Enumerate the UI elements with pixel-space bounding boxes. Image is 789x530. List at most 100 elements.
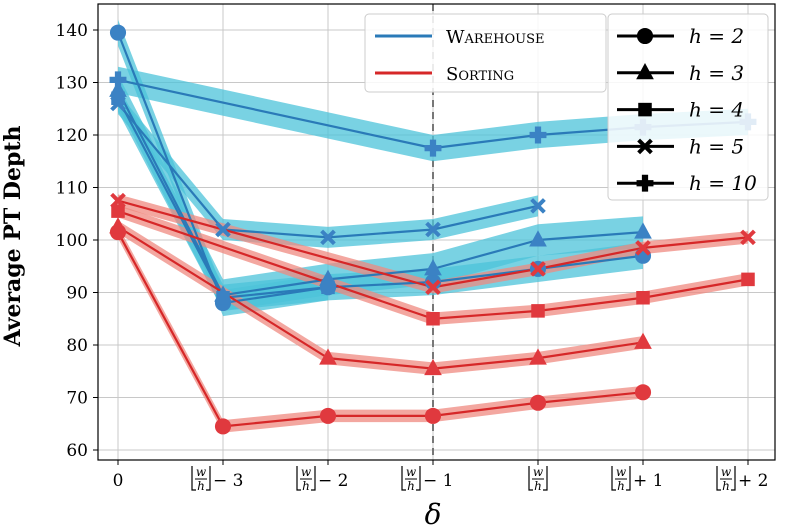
warehouse-h5-point-0: [110, 95, 126, 112]
y-tick-label: 90: [66, 284, 88, 304]
legend-h-marker-2: [638, 102, 652, 117]
sorting-h4-point-3: [636, 290, 650, 305]
x-tick-frac-den: h: [407, 479, 415, 493]
floor-bracket-right: [206, 466, 211, 491]
x-tick-label: wh + 2: [716, 465, 768, 493]
warehouse-h4-point-2: [321, 280, 335, 295]
floor-bracket-right: [416, 466, 421, 491]
sorting-h4-point-0: [111, 204, 125, 218]
sorting-h3-point-1: [319, 348, 337, 365]
x-tick-frac-num: w: [721, 465, 732, 479]
legend-h-marker-3: [637, 138, 653, 155]
x-tick-frac-num: w: [406, 465, 417, 479]
sorting-h2-point-4: [529, 394, 547, 411]
sorting-h3-point-3: [529, 348, 547, 365]
x-tick-label: wh: [528, 465, 548, 493]
sorting-h5-point-4: [740, 229, 756, 246]
warehouse-h5-point-2: [320, 229, 336, 246]
legend-h-label-1: h = 3: [689, 61, 744, 85]
sorting-h5-point-0: [110, 192, 126, 209]
sorting-h5-point-1: [425, 279, 441, 296]
sorting-h2-line: [117, 231, 644, 428]
warehouse-h4-point-1: [216, 290, 230, 305]
x-tick-suffix: − 2: [318, 471, 348, 491]
warehouse-h10-band: [118, 66, 748, 162]
plot-frame: [97, 3, 776, 461]
sorting-h2-point-5: [634, 384, 652, 401]
sorting-h2-point-3: [424, 407, 442, 424]
y-tick-label: 140: [56, 21, 88, 41]
x-tick-frac-den: h: [722, 479, 730, 493]
warehouse-h10-point-0: [109, 71, 127, 89]
sorting-h2-point-2: [319, 407, 337, 424]
warehouse-h5-point-3: [425, 221, 441, 238]
x-tick-suffix: + 2: [738, 471, 768, 491]
sorting-h3-point-4: [634, 332, 652, 349]
y-tick-label: 120: [56, 126, 88, 146]
y-tick-label: 130: [56, 74, 88, 94]
sorting-h5-point-2: [530, 261, 546, 277]
legend-horizon: h = 2 h = 3 h = 4 h = 5 h = 10: [607, 13, 769, 201]
sorting-h4-point-1: [426, 311, 440, 326]
warehouse-h10-point-1: [424, 139, 442, 157]
floor-bracket-right: [311, 466, 316, 491]
y-tick-label: 70: [66, 389, 88, 409]
legend-h-label-0: h = 2: [689, 24, 744, 48]
x-tick-frac-den: h: [534, 479, 542, 493]
floor-bracket-right: [731, 466, 736, 491]
warehouse-h3-line: [117, 89, 644, 297]
x-tick-frac-num: w: [301, 465, 312, 479]
x-tick-suffix: − 1: [423, 471, 453, 491]
x-tick-suffix: − 3: [213, 471, 243, 491]
sorting-h3-point-2: [424, 358, 442, 376]
legend-h-marker-4: [636, 174, 654, 192]
legend-environment: Warehouse Sorting: [364, 13, 607, 93]
legend-h-marker-0: [636, 27, 654, 45]
x-axis-label: δ: [425, 498, 442, 530]
y-axis-label: Average PT Depth: [0, 125, 26, 347]
sorting-h2-point-1: [214, 418, 232, 435]
sorting-h4-point-2: [531, 304, 545, 318]
legend-label-sorting: Sorting: [446, 64, 514, 85]
legend-h-label-3: h = 5: [689, 134, 744, 158]
floor-bracket-right: [543, 466, 548, 491]
warehouse-h2-line: [116, 32, 644, 305]
x-tick-label: wh − 3: [191, 465, 243, 493]
floor-bracket-left: [401, 466, 406, 491]
x-tick-label: wh − 2: [296, 465, 348, 493]
floor-bracket-left: [191, 466, 196, 491]
y-tick-label: 110: [56, 179, 88, 199]
floor-bracket-left: [528, 466, 533, 491]
y-tick-label: 80: [66, 336, 88, 356]
floor-bracket-left: [716, 466, 721, 491]
x-tick-label: wh − 1: [401, 465, 453, 493]
x-tick-frac-num: w: [616, 465, 627, 479]
x-tick-label: 0: [113, 471, 124, 491]
floor-bracket-left: [611, 466, 616, 491]
warehouse-h3-band: [118, 74, 643, 311]
y-tick-label: 100: [56, 231, 88, 251]
x-tick-frac-den: h: [617, 479, 625, 493]
x-tick-frac-num: w: [196, 465, 207, 479]
warehouse-h2-point-0: [109, 24, 127, 41]
legend-h-label-4: h = 10: [689, 171, 757, 195]
x-tick-frac-den: h: [302, 479, 310, 493]
x-tick-frac-num: w: [533, 465, 544, 479]
x-tick-label: wh + 1: [611, 465, 663, 493]
warehouse-h3-point-4: [529, 230, 547, 247]
series-markers: [109, 24, 757, 435]
legend-h-marker-1: [636, 63, 654, 80]
x-tick-frac-den: h: [197, 479, 205, 493]
legend-label-warehouse: Warehouse: [446, 27, 545, 48]
warehouse-h3-point-3: [424, 259, 442, 276]
floor-bracket-right: [626, 466, 631, 491]
sorting-h5-point-3: [635, 240, 651, 256]
legend-h-label-2: h = 4: [689, 98, 744, 122]
warehouse-h5-point-1: [215, 221, 231, 238]
y-tick-label: 60: [66, 441, 88, 461]
x-tick-suffix: + 1: [633, 471, 663, 491]
warehouse-h3-point-5: [634, 222, 652, 239]
warehouse-h5-point-4: [530, 198, 546, 214]
